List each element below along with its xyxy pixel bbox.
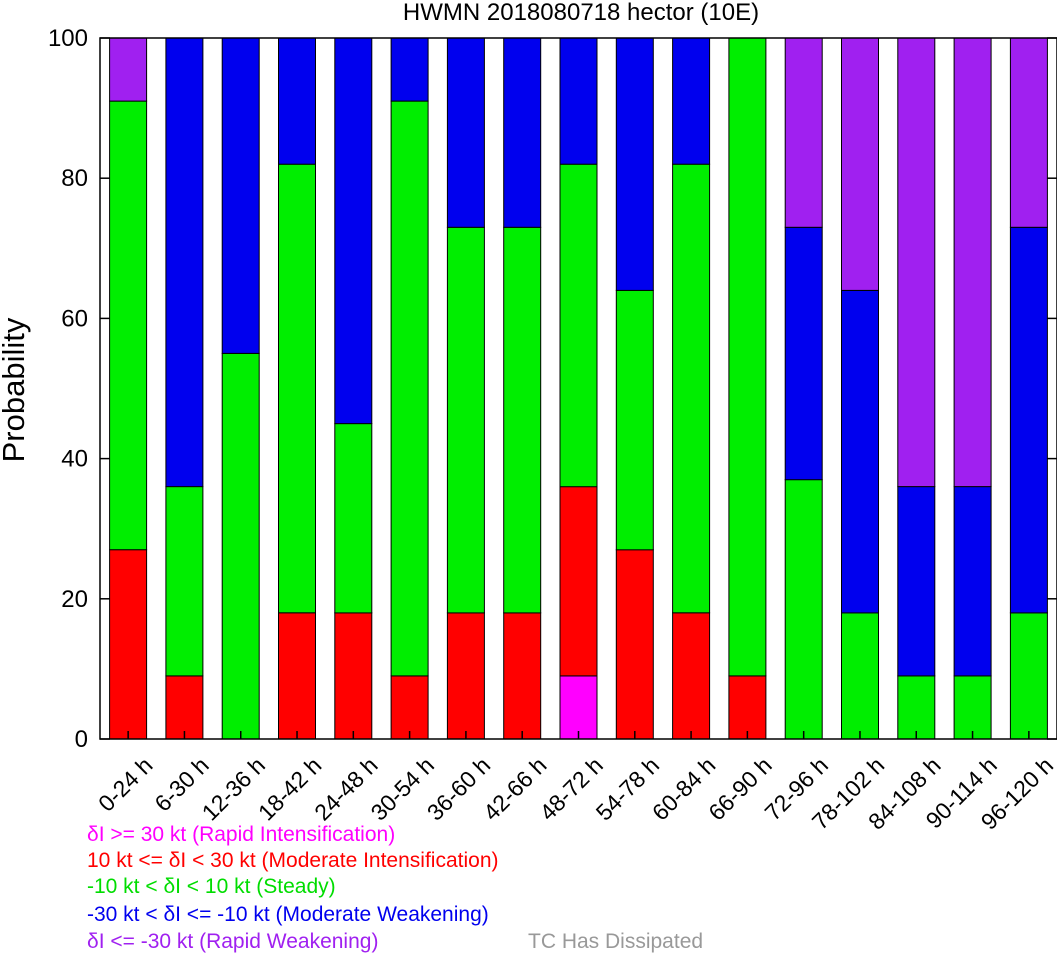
- y-axis: 0 20 40 60 80 100: [48, 25, 1057, 753]
- y-tick-label: 0: [75, 726, 88, 753]
- bar-segment-30-54-h-s1: [390, 675, 429, 740]
- bar-segment-54-78-h-s2: [615, 289, 654, 551]
- legend-mi: 10 kt <= δI < 30 kt (Moderate Intensific…: [87, 849, 499, 872]
- bar-segment-0-24-h-s4: [109, 37, 148, 102]
- bar-segment-36-60-h-s1: [446, 612, 485, 740]
- bar-segment-24-48-h-s2: [334, 423, 373, 614]
- y-tick-label: 20: [61, 586, 88, 613]
- bar-segment-12-36-h-s2: [221, 352, 260, 740]
- bar-segment-60-84-h-s2: [672, 163, 711, 614]
- legend-steady: -10 kt < δI < 10 kt (Steady): [87, 875, 336, 898]
- x-tick-label: 0-24 h: [93, 752, 158, 817]
- bar-segment-48-72-h-s3: [559, 37, 598, 165]
- bar-segment-90-114-h-s2: [953, 675, 992, 740]
- bar-segment-84-108-h-s3: [897, 486, 936, 677]
- bar-segment-0-24-h-s2: [109, 100, 148, 551]
- bar-segment-18-42-h-s2: [278, 163, 316, 614]
- bar-segment-12-36-h-s3: [221, 37, 260, 354]
- legend-ri: δI >= 30 kt (Rapid Intensification): [87, 823, 396, 846]
- bar-segment-54-78-h-s3: [615, 37, 654, 291]
- bar-segment-60-84-h-s3: [672, 37, 711, 165]
- bar-segment-42-66-h-s1: [503, 612, 542, 740]
- y-tick-label: 100: [48, 25, 88, 52]
- bar-segment-72-96-h-s3: [784, 226, 823, 481]
- bar-segment-84-108-h-s2: [897, 675, 936, 740]
- bar-segment-6-30-h-s1: [165, 675, 204, 740]
- bar-segment-96-120-h-s3: [1009, 226, 1048, 614]
- bar-segment-30-54-h-s3: [390, 37, 429, 102]
- bar-segment-78-102-h-s2: [841, 612, 879, 740]
- bar-segment-24-48-h-s3: [334, 37, 373, 425]
- bar-segment-6-30-h-s2: [165, 486, 204, 677]
- bar-segment-54-78-h-s1: [615, 549, 654, 740]
- bar-segment-72-96-h-s4: [784, 37, 823, 228]
- bar-segment-84-108-h-s4: [897, 37, 936, 488]
- bar-segment-60-84-h-s1: [672, 612, 711, 740]
- bar-segment-48-72-h-s0: [559, 675, 598, 740]
- bar-segment-42-66-h-s3: [503, 37, 542, 228]
- chart-title: HWMN 2018080718 hector (10E): [403, 0, 759, 26]
- bar-segment-96-120-h-s2: [1009, 612, 1048, 740]
- bar-segment-0-24-h-s1: [109, 549, 148, 740]
- bars-group: [109, 37, 1048, 740]
- bar-segment-48-72-h-s2: [559, 163, 598, 488]
- bar-segment-36-60-h-s2: [446, 226, 485, 614]
- bar-segment-42-66-h-s2: [503, 226, 542, 614]
- bar-segment-78-102-h-s3: [841, 289, 879, 614]
- legend-dissipated: TC Has Dissipated: [528, 930, 704, 953]
- y-tick-label: 40: [61, 446, 88, 473]
- bar-segment-36-60-h-s3: [446, 37, 485, 228]
- bar-segment-90-114-h-s4: [953, 37, 992, 488]
- bar-segment-66-90-h-s2: [728, 37, 767, 677]
- legend-rw: δI <= -30 kt (Rapid Weakening): [87, 930, 379, 953]
- x-axis: 0-24 h6-30 h12-36 h18-42 h24-48 h30-54 h…: [93, 731, 1057, 835]
- bar-segment-72-96-h-s2: [784, 479, 823, 740]
- bar-segment-66-90-h-s1: [728, 675, 767, 740]
- bar-segment-78-102-h-s4: [841, 37, 879, 291]
- y-tick-label: 80: [61, 165, 88, 192]
- bar-segment-6-30-h-s3: [165, 37, 204, 488]
- bar-segment-18-42-h-s1: [278, 612, 316, 740]
- bar-segment-18-42-h-s3: [278, 37, 316, 165]
- legend-mw: -30 kt < δI <= -10 kt (Moderate Weakenin…: [87, 903, 489, 926]
- bar-segment-96-120-h-s4: [1009, 37, 1048, 228]
- bar-segment-48-72-h-s1: [559, 486, 598, 677]
- bar-segment-30-54-h-s2: [390, 100, 429, 677]
- bar-segment-24-48-h-s1: [334, 612, 373, 740]
- y-axis-label: Probability: [0, 317, 31, 462]
- bar-segment-90-114-h-s3: [953, 486, 992, 677]
- y-tick-label: 60: [61, 305, 88, 332]
